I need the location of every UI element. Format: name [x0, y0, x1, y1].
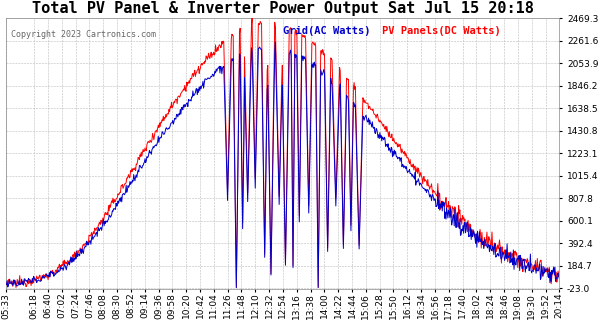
Text: Grid(AC Watts): Grid(AC Watts): [283, 26, 370, 36]
Text: Copyright 2023 Cartronics.com: Copyright 2023 Cartronics.com: [11, 30, 157, 39]
Title: Total PV Panel & Inverter Power Output Sat Jul 15 20:18: Total PV Panel & Inverter Power Output S…: [32, 1, 533, 16]
Text: PV Panels(DC Watts): PV Panels(DC Watts): [382, 26, 501, 36]
